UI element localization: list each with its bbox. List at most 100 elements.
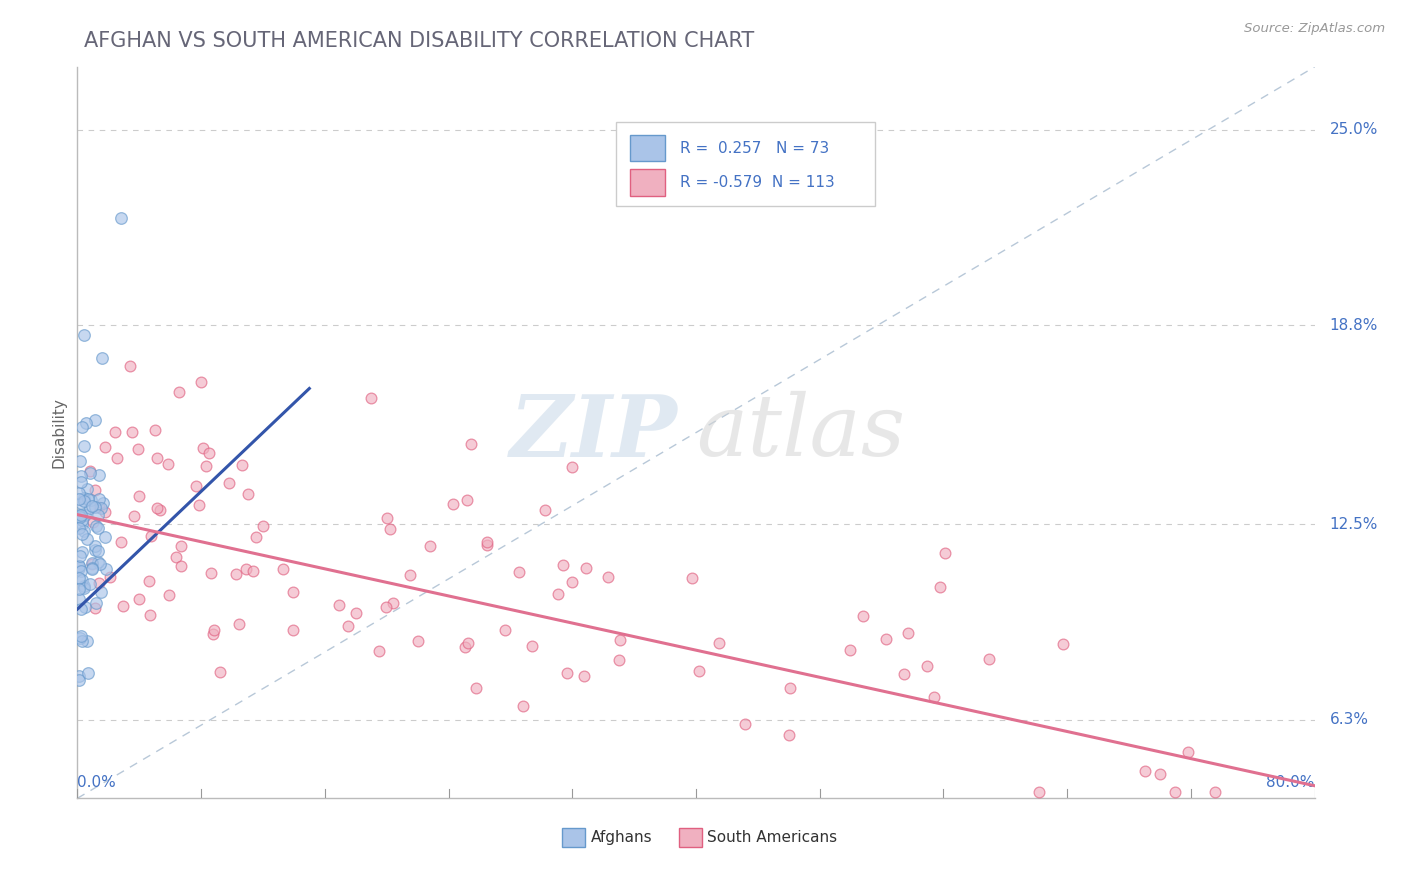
Point: [1204, 785, 1226, 799]
Point: [169, 384, 191, 399]
Point: [419, 540, 441, 554]
Point: [238, 486, 260, 500]
Point: [574, 560, 596, 574]
Point: [977, 651, 1000, 665]
Point: [82, 515, 104, 529]
Point: [202, 623, 225, 637]
Point: [67, 508, 90, 522]
Point: [922, 690, 945, 704]
Point: [378, 522, 401, 536]
Point: [456, 493, 478, 508]
Text: 18.8%: 18.8%: [1330, 318, 1378, 333]
Point: [72, 573, 94, 587]
Point: [70, 633, 93, 648]
Point: [76, 482, 98, 496]
Point: [79, 464, 101, 478]
Point: [170, 559, 193, 574]
Point: [508, 565, 530, 579]
Point: [141, 529, 163, 543]
Point: [84, 543, 107, 558]
Point: [218, 475, 240, 490]
Point: [87, 544, 110, 558]
Point: [69, 509, 91, 524]
Point: [87, 508, 110, 523]
Point: [190, 375, 212, 389]
Point: [235, 562, 257, 576]
Point: [87, 520, 110, 534]
Point: [398, 567, 420, 582]
Point: [98, 570, 121, 584]
Point: [381, 596, 404, 610]
Point: [734, 716, 756, 731]
Text: AFGHAN VS SOUTH AMERICAN DISABILITY CORRELATION CHART: AFGHAN VS SOUTH AMERICAN DISABILITY CORR…: [84, 31, 755, 51]
Point: [118, 359, 141, 374]
Point: [70, 508, 93, 522]
Point: [79, 576, 101, 591]
Point: [87, 467, 110, 482]
Point: [67, 592, 90, 607]
Point: [454, 640, 477, 654]
Point: [84, 413, 107, 427]
Point: [76, 492, 98, 507]
Point: [69, 496, 91, 510]
Point: [70, 526, 93, 541]
Point: [198, 446, 221, 460]
Bar: [630, 135, 665, 161]
Point: [875, 632, 897, 646]
Point: [139, 608, 162, 623]
Point: [408, 633, 430, 648]
Point: [225, 567, 247, 582]
Text: R =  0.257   N = 73: R = 0.257 N = 73: [681, 141, 830, 155]
Point: [70, 544, 93, 558]
Point: [195, 459, 218, 474]
Point: [76, 633, 98, 648]
Point: [188, 498, 211, 512]
Point: [105, 451, 128, 466]
Point: [89, 557, 111, 571]
Point: [534, 503, 557, 517]
Point: [281, 584, 304, 599]
Point: [69, 454, 91, 468]
Y-axis label: Disability: Disability: [51, 397, 66, 468]
Point: [73, 439, 96, 453]
Point: [110, 211, 132, 226]
Point: [336, 619, 359, 633]
Point: [242, 565, 264, 579]
Point: [69, 631, 91, 645]
Text: 6.3%: 6.3%: [1330, 712, 1368, 727]
Point: [73, 508, 96, 522]
Point: [76, 532, 98, 546]
Point: [69, 549, 91, 563]
Point: [93, 505, 115, 519]
Point: [512, 698, 534, 713]
Point: [200, 566, 222, 580]
Point: [475, 534, 498, 549]
Point: [79, 493, 101, 508]
Point: [73, 493, 96, 508]
Point: [375, 600, 398, 615]
Point: [561, 459, 583, 474]
FancyBboxPatch shape: [616, 121, 876, 206]
Point: [344, 606, 367, 620]
Point: [82, 556, 104, 570]
Point: [157, 588, 180, 602]
Point: [72, 579, 94, 593]
Point: [551, 558, 574, 572]
Point: [915, 659, 938, 673]
Point: [89, 492, 111, 507]
Point: [494, 623, 516, 637]
Point: [104, 425, 127, 439]
Point: [77, 665, 100, 680]
Point: [69, 602, 91, 616]
Point: [547, 586, 569, 600]
Point: [1052, 637, 1074, 651]
Point: [111, 599, 134, 614]
Point: [84, 500, 107, 514]
Point: [231, 458, 253, 472]
Point: [607, 653, 630, 667]
Point: [1149, 767, 1171, 781]
Point: [70, 468, 93, 483]
Point: [897, 625, 920, 640]
Point: [457, 636, 479, 650]
Text: 80.0%: 80.0%: [1267, 775, 1315, 790]
